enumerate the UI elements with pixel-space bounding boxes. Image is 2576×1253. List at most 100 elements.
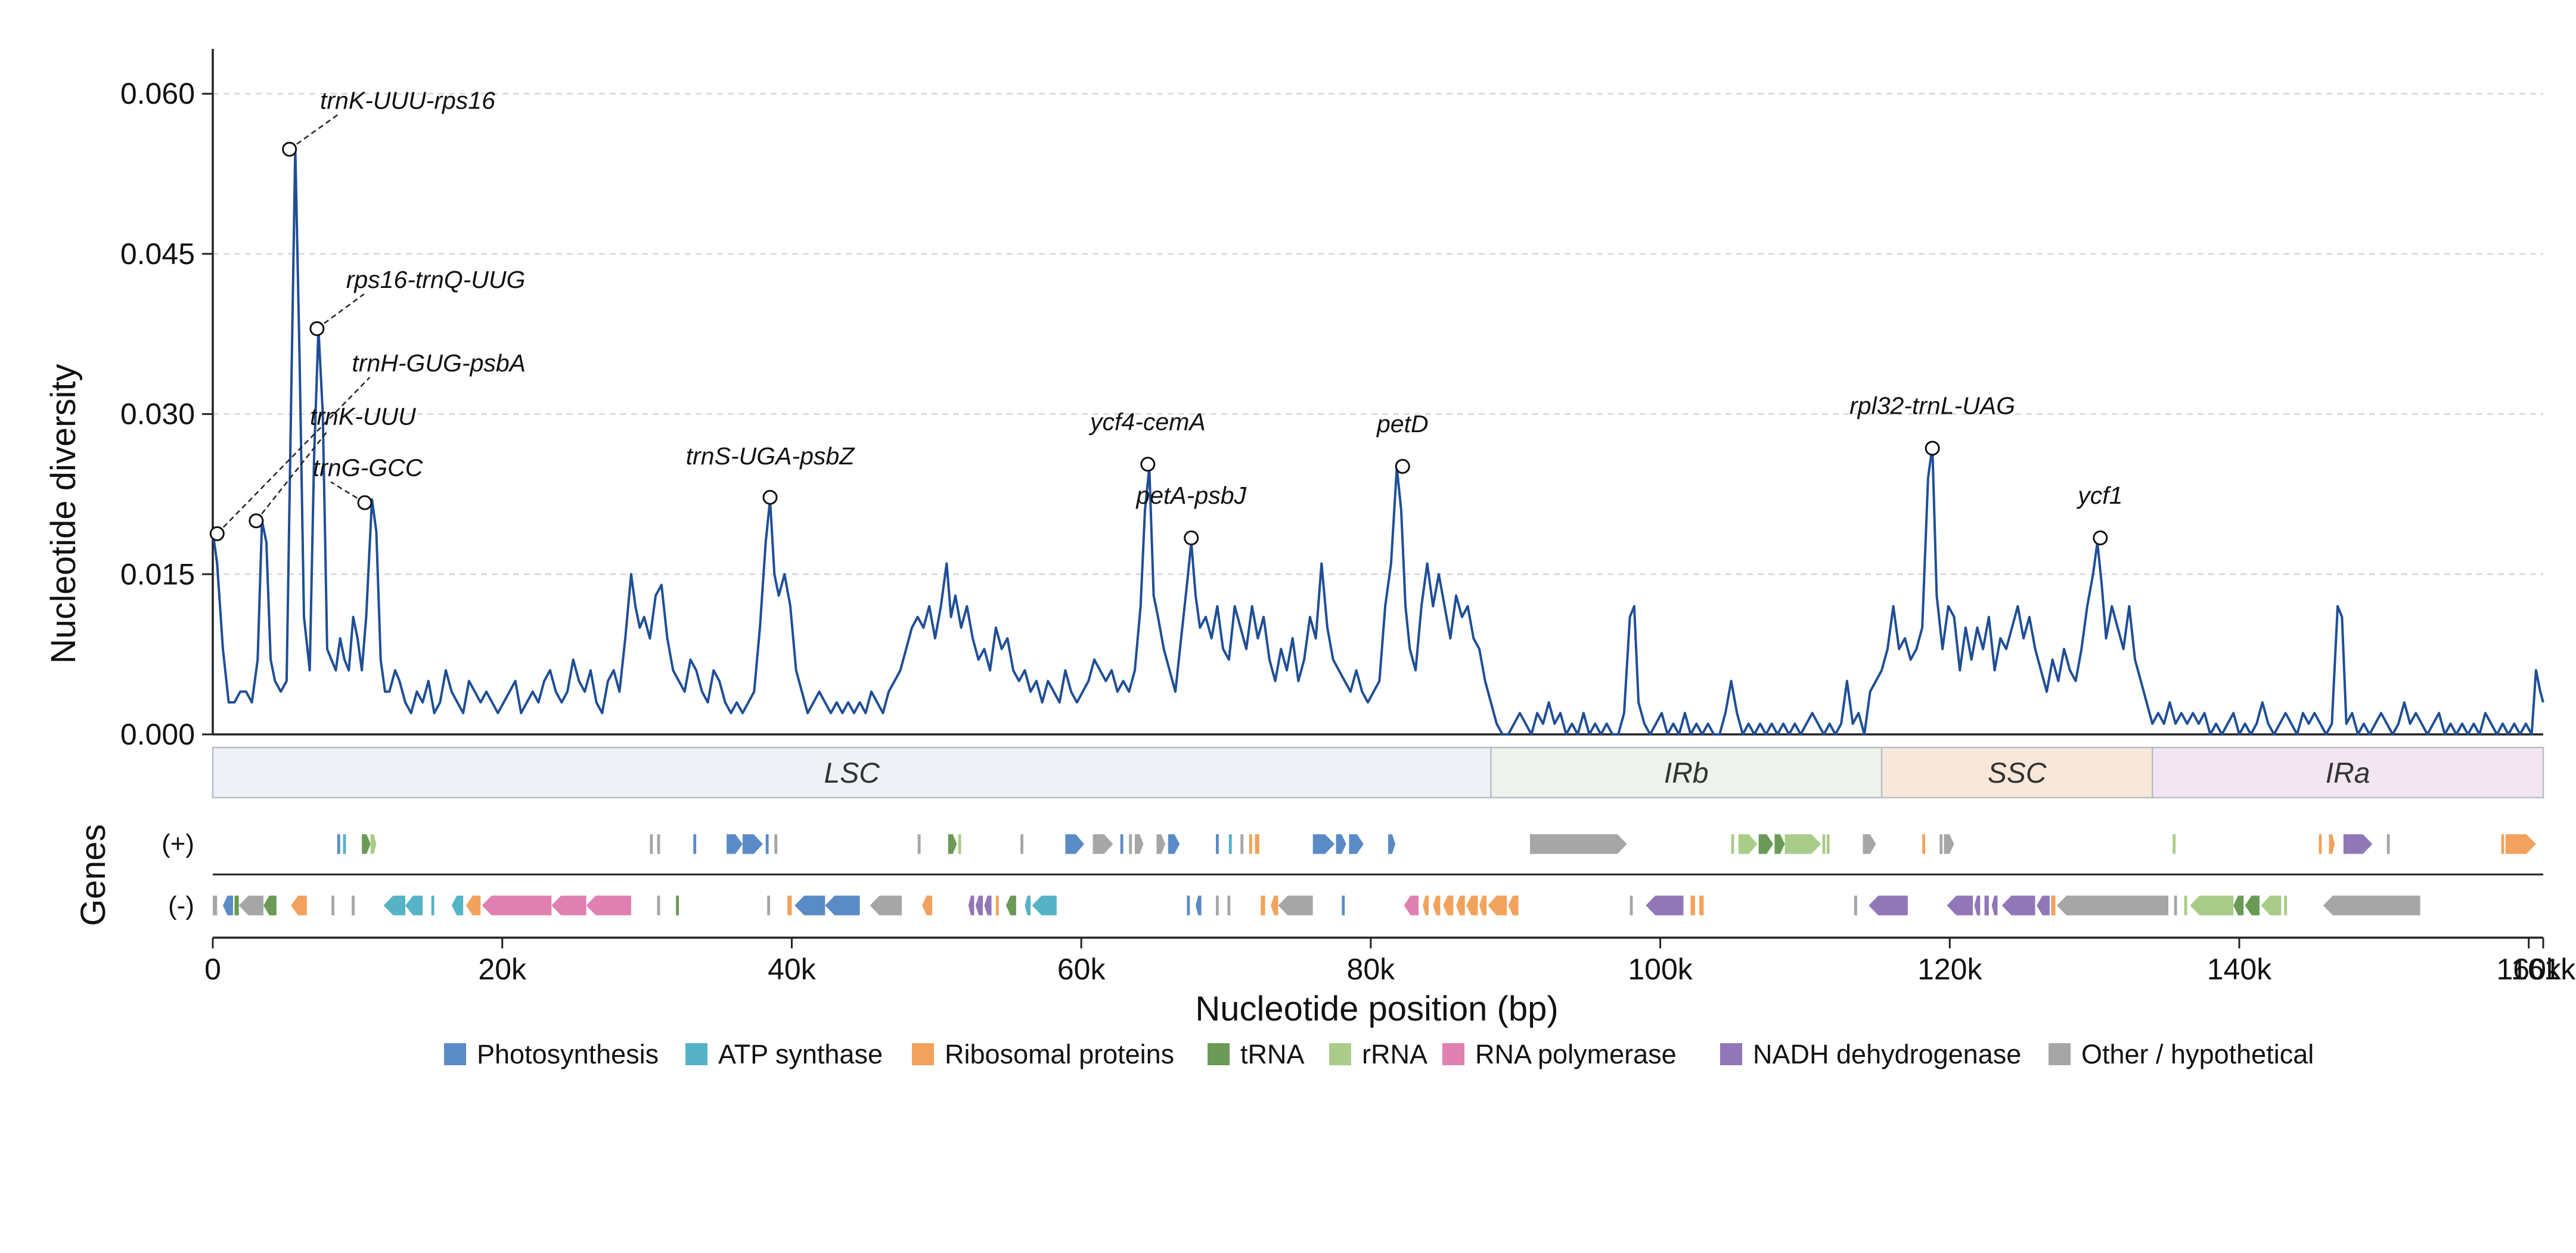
legend-label: NADH dehydrogenase: [1753, 1039, 2021, 1069]
gene-feature: [2329, 834, 2335, 854]
x-tick-label: 100k: [1628, 953, 1693, 986]
gene-feature: [1216, 834, 1219, 854]
gene-feature: [431, 895, 434, 916]
gene-feature: [1869, 895, 1908, 916]
minus-strand-label: (-): [168, 891, 194, 920]
gene-feature: [2343, 834, 2373, 854]
x-tick-label: 160k: [2496, 953, 2561, 986]
legend-label: tRNA: [1240, 1039, 1305, 1069]
peak-marker: [1925, 441, 1940, 456]
legend-label: ATP synthase: [718, 1039, 883, 1069]
gene-feature: [2001, 895, 2035, 916]
gene-feature: [2245, 895, 2260, 916]
gene-feature: [1690, 895, 1695, 916]
gene-feature: [2037, 895, 2050, 916]
gene-feature: [1479, 895, 1487, 916]
x-tick-label: 140k: [2207, 953, 2272, 986]
gene-feature: [2233, 895, 2244, 916]
legend-swatch: [685, 1043, 707, 1065]
y-tick-label: 0.060: [120, 77, 195, 110]
gene-feature: [2057, 895, 2168, 916]
gene-feature: [1342, 895, 1345, 916]
gene-feature: [451, 895, 464, 916]
peak-marker: [249, 513, 264, 529]
gene-feature: [1349, 834, 1364, 854]
peak-label: petD: [1376, 410, 1429, 438]
y-axis-label: Nucleotide diversity: [44, 364, 83, 664]
gene-feature: [1699, 895, 1704, 916]
gene-feature: [1228, 834, 1232, 854]
gene-feature: [1984, 895, 1989, 916]
gene-feature: [2172, 834, 2176, 854]
region-band: [1880, 746, 2153, 799]
region-label: SSC: [1988, 758, 2047, 789]
gene-feature: [213, 895, 218, 916]
peak-marker: [1140, 457, 1156, 472]
gene-feature: [1822, 834, 1826, 854]
legend-label: Ribosomal proteins: [945, 1039, 1174, 1069]
gene-feature: [1530, 834, 1627, 854]
y-tick-label: 0.030: [120, 398, 195, 431]
gene-feature: [223, 895, 233, 916]
gene-feature: [551, 895, 586, 916]
region-band: [1490, 746, 1883, 799]
region-label: IRa: [2326, 758, 2370, 789]
y-tick-label: 0.045: [120, 237, 195, 271]
gene-feature: [1456, 895, 1465, 916]
annotation-leader-line: [255, 430, 328, 522]
gene-feature: [343, 834, 346, 854]
gene-feature: [870, 895, 902, 916]
peak-marker: [2093, 530, 2108, 545]
gene-feature: [1508, 895, 1519, 916]
gene-feature: [1423, 895, 1429, 916]
gene-feature: [922, 895, 932, 916]
gene-feature: [1738, 834, 1758, 854]
peak-label: ycf1: [2076, 482, 2122, 509]
peak-label: trnG-GCC: [313, 454, 423, 482]
plot-axes: [212, 49, 2543, 736]
annotation-leader-line: [316, 293, 365, 330]
legend-swatch: [1720, 1043, 1742, 1065]
gene-feature: [2319, 834, 2322, 854]
gene-feature: [676, 895, 679, 916]
gene-feature: [1774, 834, 1785, 854]
x-axis-label: Nucleotide position (bp): [1195, 990, 1558, 1028]
gene-feature: [1240, 834, 1244, 854]
gene-feature: [1388, 834, 1396, 854]
gene-feature: [1227, 895, 1231, 916]
gene-feature: [2323, 895, 2420, 916]
gene-feature: [1065, 834, 1084, 854]
peak-marker: [1395, 458, 1410, 474]
gene-feature: [1093, 834, 1113, 854]
horizontal-gridlines: [213, 92, 2543, 575]
gene-feature: [482, 895, 552, 916]
gene-feature: [337, 834, 340, 854]
gene-feature: [765, 834, 769, 854]
peak-label: trnK-UUU-rps16: [320, 86, 495, 114]
peak-marker: [762, 489, 778, 505]
x-tick-label: 0: [204, 953, 221, 986]
gene-feature: [794, 895, 825, 916]
region-band: [2152, 746, 2544, 799]
gene-feature: [1187, 895, 1190, 916]
gene-feature: [1466, 895, 1478, 916]
peak-label: ycf4-cemA: [1088, 408, 1206, 435]
y-tick-label: 0.000: [120, 718, 195, 751]
x-tick-label: 161k: [2511, 953, 2576, 986]
gene-feature: [657, 895, 660, 916]
legend-label: Photosynthesis: [477, 1039, 659, 1069]
peak-label: trnK-UUU: [310, 403, 416, 430]
peak-label: rps16-trnQ-UUG: [346, 266, 526, 293]
gene-feature: [234, 895, 239, 916]
gene-feature: [2284, 895, 2288, 916]
gene-feature: [958, 834, 961, 854]
gene-feature: [1630, 895, 1633, 916]
peak-marker: [282, 141, 297, 157]
peak-label: trnS-UGA-psbZ: [686, 442, 855, 470]
gene-feature: [2051, 895, 2056, 916]
y-tick-label: 0.015: [120, 557, 195, 591]
x-tick-label: 60k: [1057, 953, 1106, 986]
gene-feature: [362, 834, 371, 854]
gene-feature: [1168, 834, 1180, 854]
legend-swatch: [1442, 1043, 1464, 1065]
